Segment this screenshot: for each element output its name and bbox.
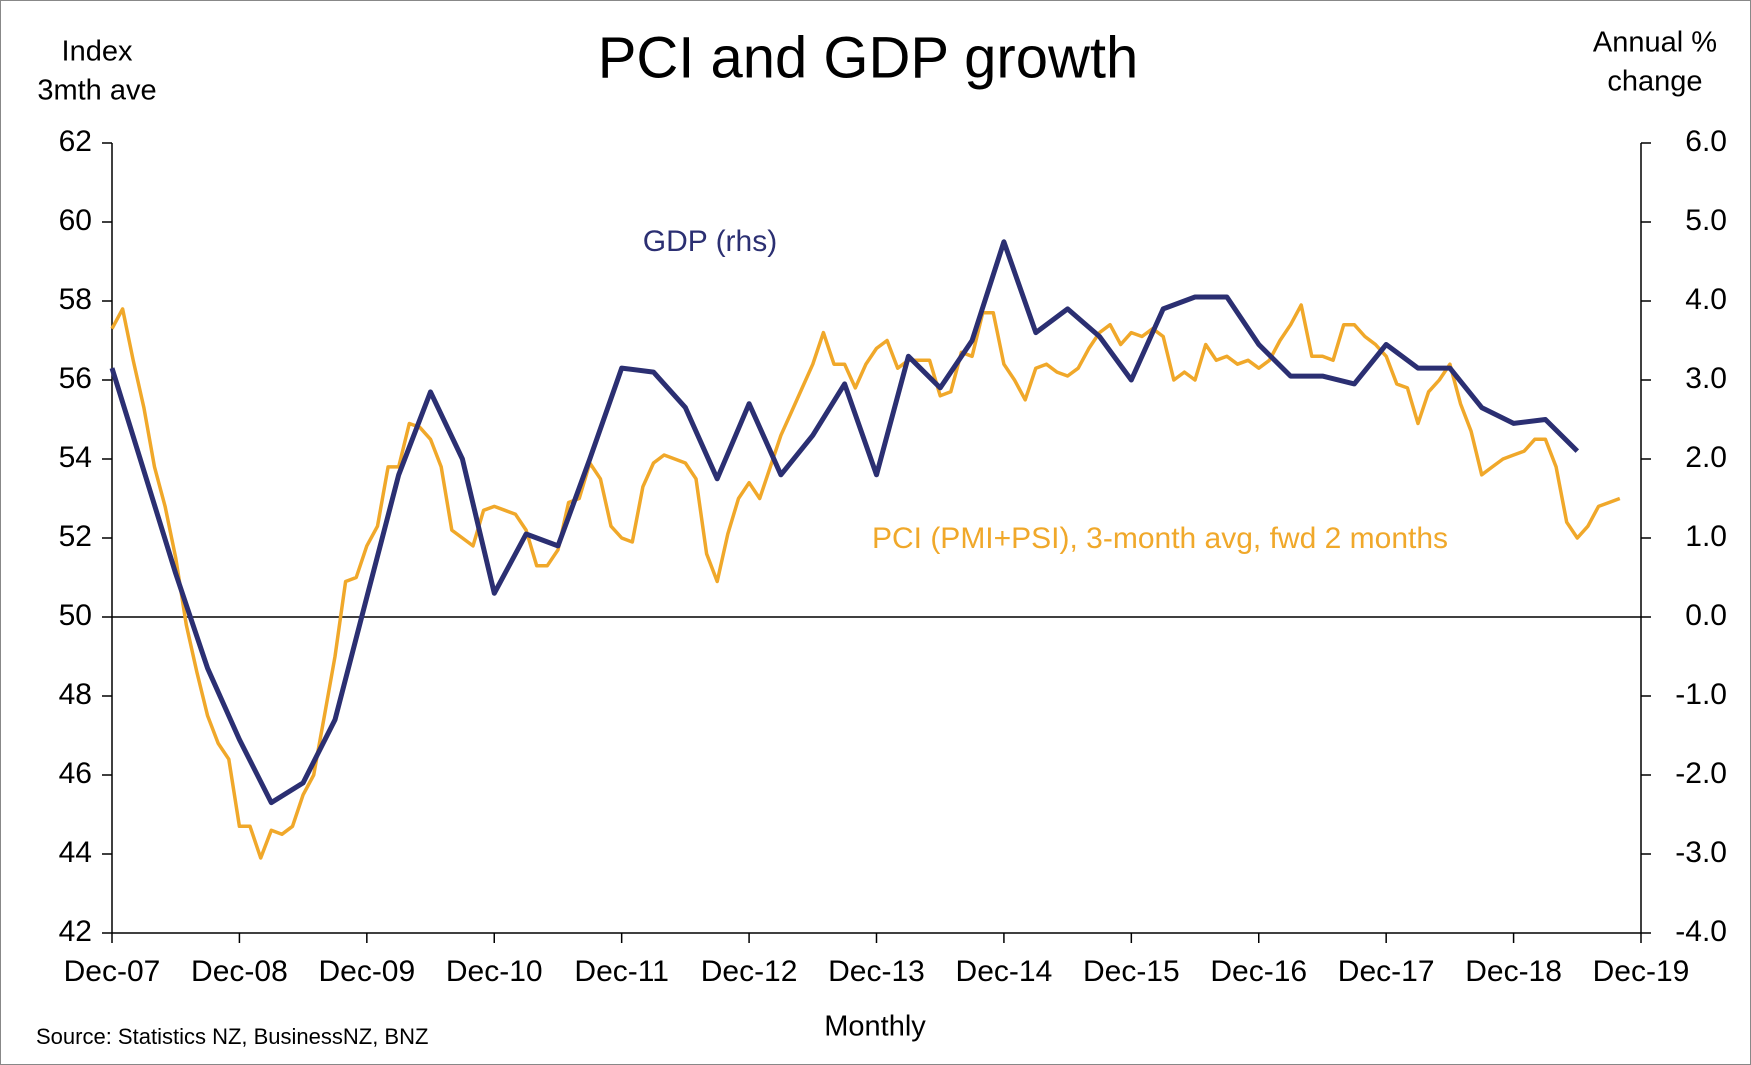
y2-tick-label: 2.0 xyxy=(1685,441,1727,474)
x-tick-label: Dec-19 xyxy=(1593,955,1690,988)
y-tick-label: 48 xyxy=(59,678,92,711)
y2-tick-label: 1.0 xyxy=(1685,520,1727,553)
y-tick-label: 44 xyxy=(59,836,92,869)
y2-tick-label: 5.0 xyxy=(1685,204,1727,237)
y-tick-label: 46 xyxy=(59,757,92,790)
x-tick-label: Dec-10 xyxy=(446,955,543,988)
series-label: PCI (PMI+PSI), 3-month avg, fwd 2 months xyxy=(872,522,1448,555)
x-tick-label: Dec-09 xyxy=(318,955,415,988)
chart-title: PCI and GDP growth xyxy=(598,25,1139,90)
y-tick-label: 56 xyxy=(59,362,92,395)
y2-axis-label: change xyxy=(1607,66,1702,98)
y2-tick-label: 4.0 xyxy=(1685,283,1727,316)
y-tick-label: 60 xyxy=(59,204,92,237)
y-tick-label: 54 xyxy=(59,441,92,474)
y2-tick-label: -4.0 xyxy=(1675,915,1727,948)
y2-tick-label: 6.0 xyxy=(1685,125,1727,158)
y2-tick-label: -2.0 xyxy=(1675,757,1727,790)
source-note: Source: Statistics NZ, BusinessNZ, BNZ xyxy=(36,1024,428,1049)
y2-tick-label: -1.0 xyxy=(1675,678,1727,711)
y-axis-label: Index xyxy=(62,36,133,68)
y2-axis-label: Annual % xyxy=(1593,27,1717,59)
y-tick-label: 58 xyxy=(59,283,92,316)
x-tick-label: Dec-12 xyxy=(701,955,798,988)
x-tick-label: Dec-15 xyxy=(1083,955,1180,988)
series-label: GDP (rhs) xyxy=(643,225,777,258)
x-tick-label: Dec-08 xyxy=(191,955,288,988)
y-tick-label: 50 xyxy=(59,599,92,632)
x-tick-label: Dec-14 xyxy=(956,955,1053,988)
y-tick-label: 62 xyxy=(59,125,92,158)
x-tick-label: Dec-16 xyxy=(1210,955,1307,988)
y-tick-label: 52 xyxy=(59,520,92,553)
y2-tick-label: 3.0 xyxy=(1685,362,1727,395)
x-axis-label: Monthly xyxy=(824,1011,926,1043)
series-line xyxy=(109,239,1580,806)
y-tick-label: 42 xyxy=(59,915,92,948)
x-tick-label: Dec-17 xyxy=(1338,955,1435,988)
y-axis-label: 3mth ave xyxy=(37,75,156,107)
x-tick-label: Dec-13 xyxy=(828,955,925,988)
x-tick-label: Dec-11 xyxy=(574,955,668,988)
y2-tick-label: -3.0 xyxy=(1675,836,1727,869)
y2-tick-label: 0.0 xyxy=(1685,599,1727,632)
series-line xyxy=(110,303,1621,860)
x-tick-label: Dec-18 xyxy=(1465,955,1562,988)
x-tick-label: Dec-07 xyxy=(64,955,161,988)
